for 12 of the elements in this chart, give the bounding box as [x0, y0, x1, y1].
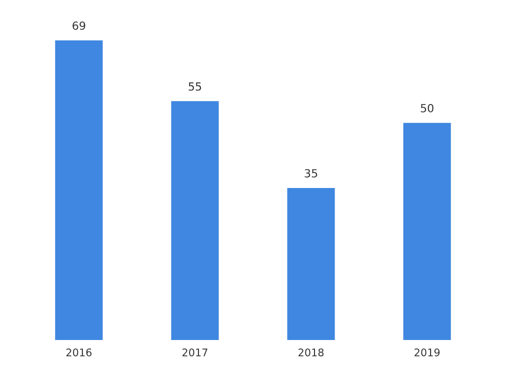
bar	[287, 188, 335, 340]
data-label: 69	[72, 21, 86, 30]
data-label: 50	[420, 104, 434, 112]
x-tick-label: 2016	[66, 348, 92, 356]
data-label: 35	[304, 169, 318, 178]
x-tick-label: 2019	[414, 348, 440, 356]
bar	[171, 101, 219, 340]
x-tick-label: 2018	[298, 348, 324, 356]
bar	[403, 122, 451, 340]
bar	[55, 40, 103, 340]
data-label: 55	[188, 82, 202, 91]
x-tick-label: 2017	[182, 348, 208, 356]
